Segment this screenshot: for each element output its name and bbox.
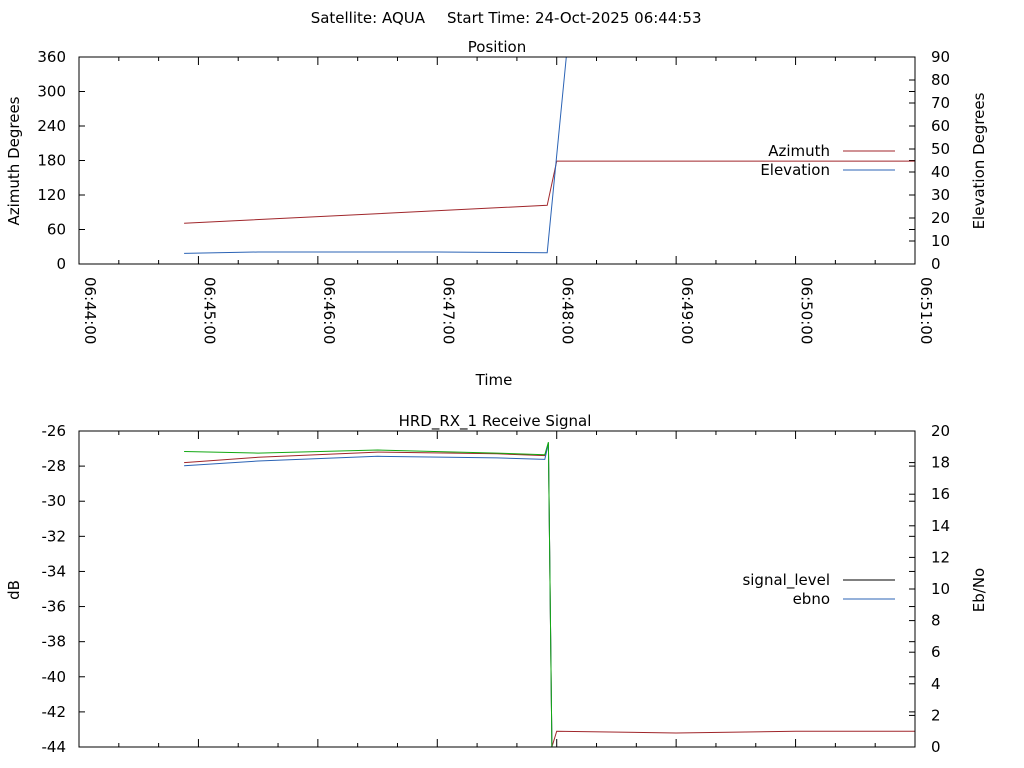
y-tick-label: 360 [37,48,66,66]
y-tick-label: 0 [56,255,66,273]
y-tick-label: -34 [42,562,67,580]
y2-tick-label: 20 [931,422,950,440]
position-title: Position [468,38,526,56]
y2-tick-label: 2 [931,706,941,724]
series-line-trace-2 [184,441,553,748]
y2-tick-label: 90 [931,48,950,66]
x-tick-label: 06:45:00 [200,277,218,344]
header-satellite: Satellite: AQUA [311,9,426,27]
legend-label-signal_level: signal_level [742,571,830,590]
signal-title: HRD_RX_1 Receive Signal [399,412,592,431]
y-tick-label: 60 [47,221,66,239]
legend-label-ebno: ebno [793,590,830,608]
series-line-Azimuth [184,160,915,224]
legend-label-Elevation: Elevation [760,161,830,179]
x-tick-label: 06:44:00 [81,277,99,344]
y-tick-label: -28 [42,457,67,475]
signal-y-axis-label: dB [5,580,23,600]
y-tick-label: -32 [42,527,67,545]
position-panel: Position 0 60 120 180 240 300 360 0 10 20 30 40 50 60… [5,38,988,389]
signal-panel: HRD_RX_1 Receive Signal -26-28-30-32-34-… [5,412,988,756]
y-tick-label: -30 [42,492,67,510]
y2-tick-label: 40 [931,163,950,181]
position-y2-axis-label: Elevation Degrees [970,92,988,229]
y-tick-label: 300 [37,83,66,101]
y-tick-label: -44 [42,738,67,756]
y2-tick-label: 10 [931,232,950,250]
x-tick-label: 06:48:00 [559,277,577,344]
y-tick-label: -36 [42,598,67,616]
y2-tick-label: 16 [931,485,950,503]
y2-tick-label: 10 [931,580,950,598]
x-tick-label: 06:51:00 [917,277,935,344]
y-tick-label: -38 [42,633,67,651]
y-tick-label: 180 [37,152,66,170]
y2-tick-label: 18 [931,454,950,472]
position-x-axis-label: Time [475,371,513,389]
y2-tick-label: 4 [931,675,941,693]
y-tick-label: -40 [42,668,67,686]
x-tick-label: 06:50:00 [798,277,816,344]
series-line-Elevation [184,56,567,254]
x-tick-label: 06:47:00 [439,277,457,344]
y2-tick-label: 30 [931,186,950,204]
y2-tick-label: 8 [931,612,941,630]
y-tick-label: 240 [37,117,66,135]
position-plot-content: 0 60 120 180 240 300 360 0 10 20 30 40 50 60 70 80 90 06:… [37,48,950,344]
header-start-time: Start Time: 24-Oct-2025 06:44:53 [447,9,702,27]
signal-y2-axis-label: Eb/No [970,568,988,612]
y2-tick-label: 50 [931,140,950,158]
y2-tick-label: 12 [931,548,950,566]
x-tick-label: 06:49:00 [678,277,696,344]
position-y-axis-label: Azimuth Degrees [5,96,23,225]
signal-plot-content: -26 -28 -30 -32 -34 -36 -38 -40 -42 -44 0 2 4 6 8 10 12 1… [42,422,951,756]
y-tick-label: -42 [42,703,67,721]
series-line-ebno [184,443,553,748]
signal-plot-frame [78,430,916,748]
y2-tick-label: 0 [931,255,941,273]
x-tick-label: 06:46:00 [320,277,338,344]
y2-tick-label: 80 [931,71,950,89]
y-tick-label: -26 [42,422,67,440]
y2-tick-label: 70 [931,94,950,112]
legend-label-Azimuth: Azimuth [768,142,830,160]
y2-tick-label: 14 [931,517,950,535]
y2-tick-label: 20 [931,209,950,227]
y2-tick-label: 0 [931,738,941,756]
position-plot-frame [78,56,916,265]
y-tick-label: 120 [37,186,66,204]
y2-tick-label: 6 [931,643,941,661]
y2-tick-label: 60 [931,117,950,135]
